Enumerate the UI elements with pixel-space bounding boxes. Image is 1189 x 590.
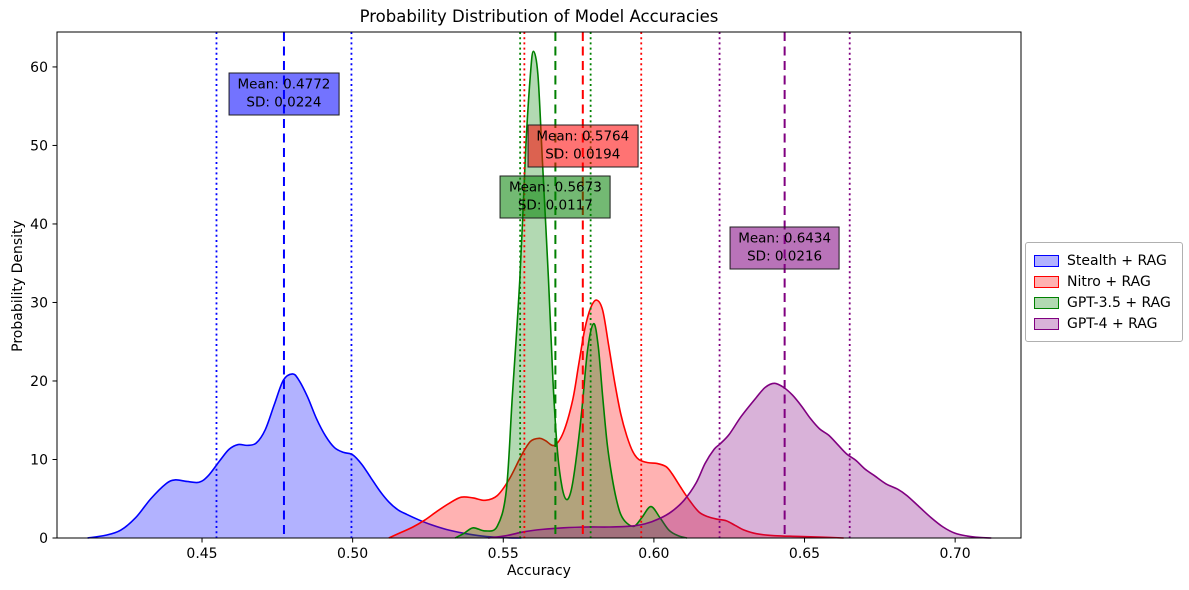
axes-frame: [56, 31, 1022, 539]
x-tick-label: 0.60: [638, 546, 669, 562]
x-tick-label: 0.65: [789, 546, 820, 562]
legend-item-0: Stealth + RAG: [1034, 250, 1174, 271]
y-tick-label: 60: [30, 60, 48, 76]
mean-value: Mean: 0.6434: [738, 230, 832, 246]
x-tick-label: 0.50: [337, 546, 368, 562]
y-tick-label: 30: [30, 295, 48, 311]
y-tick-label: 50: [30, 138, 48, 154]
stats-box-0: Mean: 0.4772 SD: 0.0224: [228, 72, 340, 116]
legend-label: Nitro + RAG: [1067, 273, 1151, 290]
sd-value: SD: 0.0117: [517, 197, 593, 214]
sd-value: SD: 0.0216: [747, 248, 823, 264]
y-tick-label: 10: [30, 452, 48, 468]
x-axis-label: Accuracy: [507, 563, 571, 579]
legend-label: GPT-3.5 + RAG: [1067, 294, 1171, 311]
legend-swatch-icon: [1034, 275, 1059, 288]
stats-box-2: Mean: 0.5673 SD: 0.0117: [499, 175, 611, 219]
legend-label: Stealth + RAG: [1067, 252, 1167, 269]
legend-item-1: Nitro + RAG: [1034, 271, 1174, 292]
kde-fill-3: [488, 383, 992, 538]
legend-item-3: GPT-4 + RAG: [1034, 313, 1174, 334]
legend-swatch-icon: [1034, 317, 1059, 330]
kde-line-3: [488, 382, 992, 539]
kde-fill-1: [388, 300, 844, 538]
y-tick-label: 20: [30, 374, 48, 390]
kde-fill-2: [455, 51, 688, 539]
x-tick-label: 0.45: [186, 546, 217, 562]
mean-value: Mean: 0.4772: [237, 76, 331, 93]
stats-box-3: Mean: 0.6434 SD: 0.0216: [729, 226, 841, 269]
y-tick-label: 40: [30, 217, 48, 233]
stats-box-1: Mean: 0.5764 SD: 0.0194: [527, 124, 639, 168]
x-tick-label: 0.70: [940, 546, 971, 562]
legend-label: GPT-4 + RAG: [1067, 315, 1158, 332]
sd-value: SD: 0.0224: [246, 94, 322, 111]
kde-line-0: [87, 373, 522, 539]
chart-title: Probability Distribution of Model Accura…: [359, 7, 719, 26]
sd-value: SD: 0.0194: [545, 146, 621, 163]
legend-swatch-icon: [1034, 254, 1059, 267]
x-tick-label: 0.55: [488, 546, 519, 562]
kde-fill-0: [87, 373, 522, 538]
legend-swatch-icon: [1034, 296, 1059, 309]
kde-line-1: [388, 299, 844, 539]
mean-value: Mean: 0.5673: [508, 179, 602, 196]
legend-item-2: GPT-3.5 + RAG: [1034, 292, 1174, 313]
y-tick-label: 0: [39, 531, 48, 547]
legend: Stealth + RAG Nitro + RAG GPT-3.5 + RAG GPT…: [1025, 242, 1183, 342]
mean-value: Mean: 0.5764: [536, 128, 630, 145]
